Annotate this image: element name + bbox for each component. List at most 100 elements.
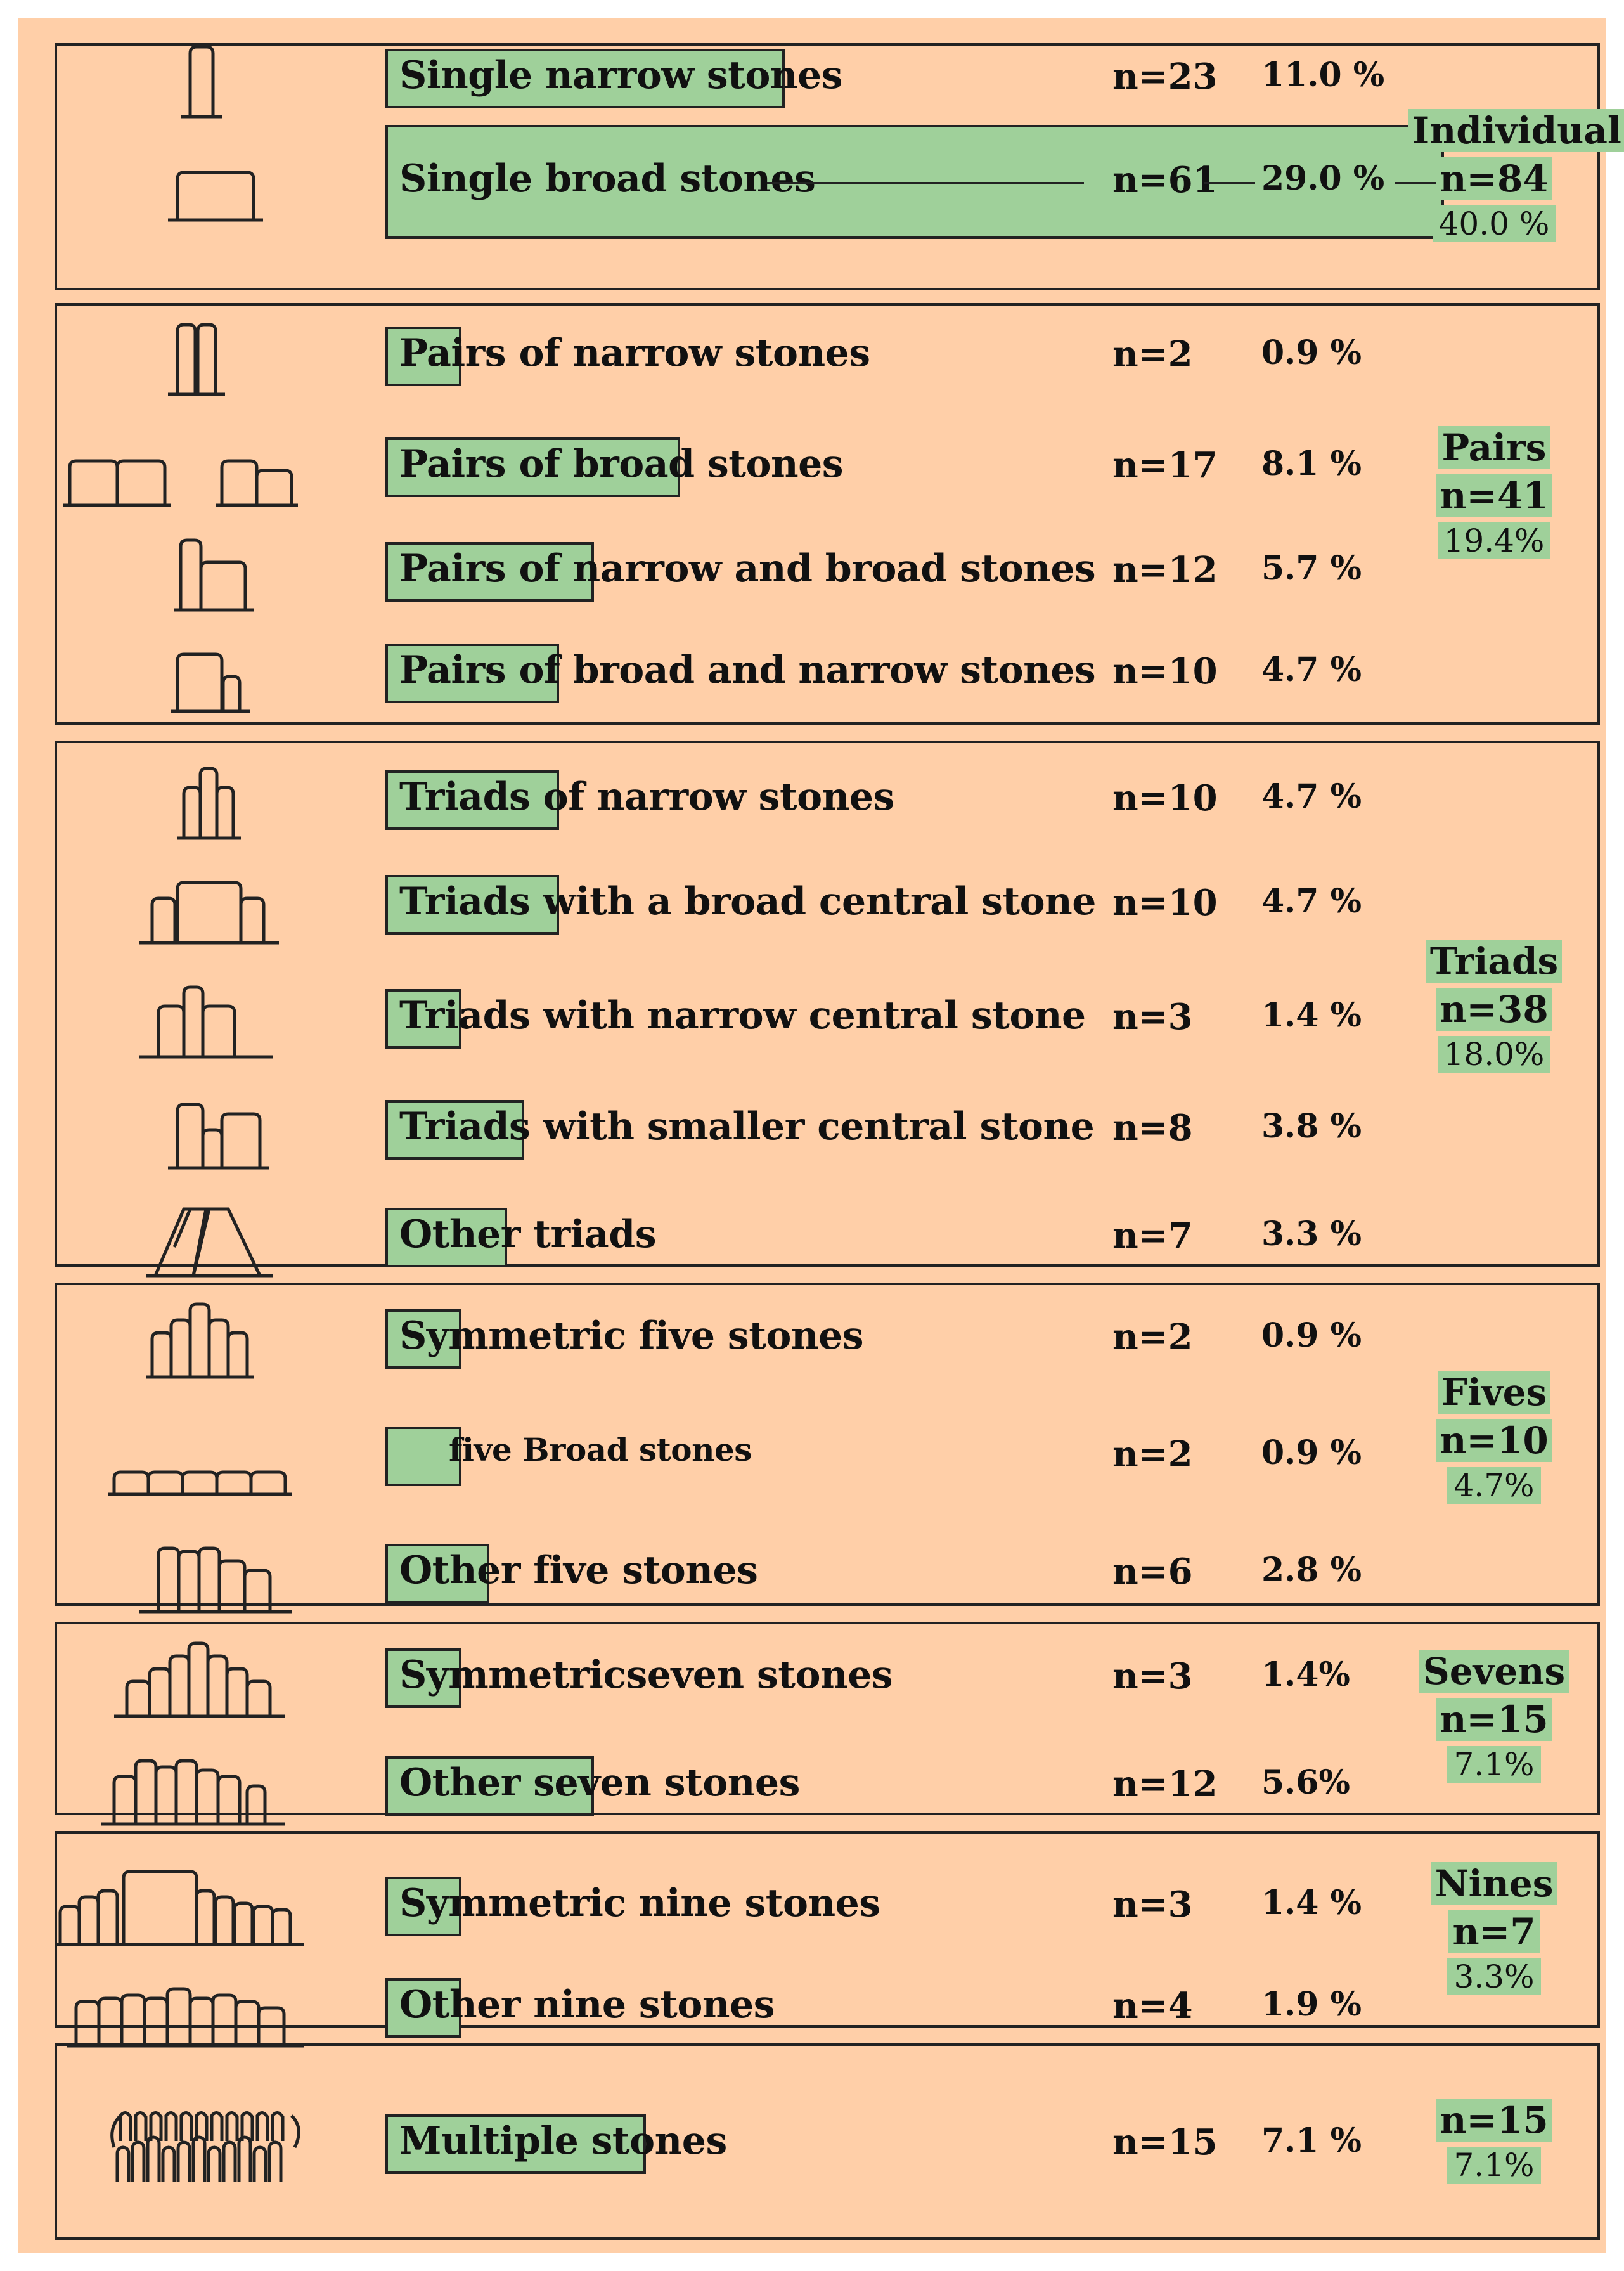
row-label: Pairs of broad and narrow stones xyxy=(399,648,1096,692)
row-label: Symmetricseven stones xyxy=(399,1653,893,1697)
group-percent-text: 7.1% xyxy=(1447,1746,1541,1783)
row-percent: 0.9 % xyxy=(1261,1316,1362,1355)
group-title: Individual xyxy=(1408,109,1624,152)
row-count: n=10 xyxy=(1112,777,1218,819)
group-summary: Fives n=10 4.7% xyxy=(1408,1371,1580,1504)
row-percent: 8.1 % xyxy=(1261,444,1362,483)
group-percent: 40.0 % xyxy=(1408,200,1580,242)
group-percent-text: 3.3% xyxy=(1447,1958,1541,1995)
group-count-text: n=15 xyxy=(1436,1698,1552,1741)
pair-broad-stones-icon xyxy=(57,426,342,508)
group-title: Nines xyxy=(1408,1862,1580,1905)
row-percent: 11.0 % xyxy=(1261,56,1385,94)
group-count: n=41 xyxy=(1408,469,1580,517)
row-percent: 1.9 % xyxy=(1261,1985,1362,2024)
pair-broad-narrow-icon xyxy=(57,632,342,715)
pair-narrow-broad-icon xyxy=(57,531,342,613)
group-title-text: Fives xyxy=(1437,1371,1551,1414)
data-bar xyxy=(385,327,461,386)
data-bar xyxy=(385,770,559,830)
data-bar xyxy=(385,1648,461,1708)
data-bar xyxy=(385,49,785,108)
group-percent: 19.4% xyxy=(1408,517,1580,559)
group-count: n=15 xyxy=(1408,2093,1580,2142)
group-percent: 7.1% xyxy=(1408,2142,1580,2184)
pair-narrow-stones-icon xyxy=(57,315,342,398)
other-nine-icon xyxy=(57,1967,342,2049)
triad-smaller-central-icon xyxy=(57,1089,342,1171)
row-label: five Broad stones xyxy=(449,1431,752,1468)
group-percent-text: 7.1% xyxy=(1447,2147,1541,2184)
row-label: Other nine stones xyxy=(399,1983,775,2027)
triad-broad-central-icon xyxy=(57,864,342,946)
group-count: n=38 xyxy=(1408,983,1580,1031)
row-label: Multiple stones xyxy=(399,2119,727,2163)
row-percent: 1.4% xyxy=(1261,1655,1350,1694)
group-title: Triads xyxy=(1408,940,1580,983)
data-bar xyxy=(385,1309,461,1369)
data-bar xyxy=(385,437,680,497)
leader-line xyxy=(767,182,1084,184)
group-summary: Sevens n=15 7.1% xyxy=(1408,1650,1580,1783)
chart-sheet: Single narrow stones n=23 11.0 % Single bro… xyxy=(18,18,1624,2253)
row-label: Pairs of broad stones xyxy=(399,442,844,486)
row-label: Other five stones xyxy=(399,1548,758,1593)
row-label: Symmetric five stones xyxy=(399,1314,864,1358)
group-summary: Nines n=7 3.3% xyxy=(1408,1862,1580,1995)
single-broad-stone-icon xyxy=(57,141,342,223)
group-panel-multiple: Multiple stones n=15 7.1 % n=15 7.1% xyxy=(55,2043,1600,2240)
group-summary: n=15 7.1% xyxy=(1408,2093,1580,2184)
row-label: Other seven stones xyxy=(399,1761,800,1805)
symmetric-seven-icon xyxy=(57,1637,342,1719)
row-label: Triads with a broad central stone xyxy=(399,879,1096,924)
group-summary: Triads n=38 18.0% xyxy=(1408,940,1580,1073)
row-percent: 4.7 % xyxy=(1261,882,1362,921)
data-bar xyxy=(385,1756,594,1816)
group-count: n=10 xyxy=(1408,1414,1580,1462)
group-title-text: Nines xyxy=(1431,1862,1557,1905)
row-percent: 7.1 % xyxy=(1261,2121,1362,2160)
other-triad-icon xyxy=(57,1196,342,1279)
group-percent: 7.1% xyxy=(1408,1741,1580,1783)
row-percent: 3.8 % xyxy=(1261,1107,1362,1146)
row-label: Other triads xyxy=(399,1212,657,1257)
data-bar xyxy=(385,542,594,602)
group-count-text: n=7 xyxy=(1448,1910,1540,1953)
multiple-stones-icon xyxy=(57,2103,342,2185)
leader-line xyxy=(1395,182,1439,184)
group-percent-text: 4.7% xyxy=(1447,1467,1541,1504)
row-count: n=6 xyxy=(1112,1551,1193,1593)
five-broad-icon xyxy=(57,1415,342,1498)
row-percent: 1.4 % xyxy=(1261,1884,1362,1922)
row-label: Pairs of narrow stones xyxy=(399,331,870,375)
data-bar xyxy=(385,875,559,935)
row-count: n=10 xyxy=(1112,650,1218,692)
group-title-text: Triads xyxy=(1426,940,1563,983)
row-percent: 29.0 % xyxy=(1261,159,1385,198)
symmetric-nine-icon xyxy=(57,1865,342,1948)
row-count: n=61 xyxy=(1112,159,1218,201)
group-title: Sevens xyxy=(1408,1650,1580,1693)
other-seven-icon xyxy=(57,1745,342,1827)
row-count: n=3 xyxy=(1112,1655,1193,1697)
group-summary: Pairs n=41 19.4% xyxy=(1408,426,1580,559)
symmetric-five-icon xyxy=(57,1298,342,1380)
row-percent: 1.4 % xyxy=(1261,996,1362,1035)
triad-narrow-central-icon xyxy=(57,978,342,1060)
row-percent: 5.6% xyxy=(1261,1763,1350,1802)
row-count: n=2 xyxy=(1112,1433,1193,1475)
group-count-text: n=10 xyxy=(1436,1419,1552,1462)
group-percent: 3.3% xyxy=(1408,1953,1580,1995)
group-title-text: Pairs xyxy=(1438,426,1550,469)
group-panel-triads: Triads of narrow stones n=10 4.7 % Triads w… xyxy=(55,741,1600,1278)
group-panel-sevens: Symmetricseven stones n=3 1.4% Other seven … xyxy=(55,1622,1600,1826)
group-panel-fives: Symmetric five stones n=2 0.9 % five Broad … xyxy=(55,1283,1600,1614)
row-percent: 2.8 % xyxy=(1261,1551,1362,1589)
row-percent: 0.9 % xyxy=(1261,333,1362,372)
group-percent: 4.7% xyxy=(1408,1462,1580,1504)
leader-line xyxy=(1204,182,1255,184)
group-title-text: Sevens xyxy=(1419,1650,1569,1693)
data-bar xyxy=(385,1544,489,1603)
row-count: n=3 xyxy=(1112,996,1193,1038)
group-count-text: n=15 xyxy=(1436,2099,1552,2142)
